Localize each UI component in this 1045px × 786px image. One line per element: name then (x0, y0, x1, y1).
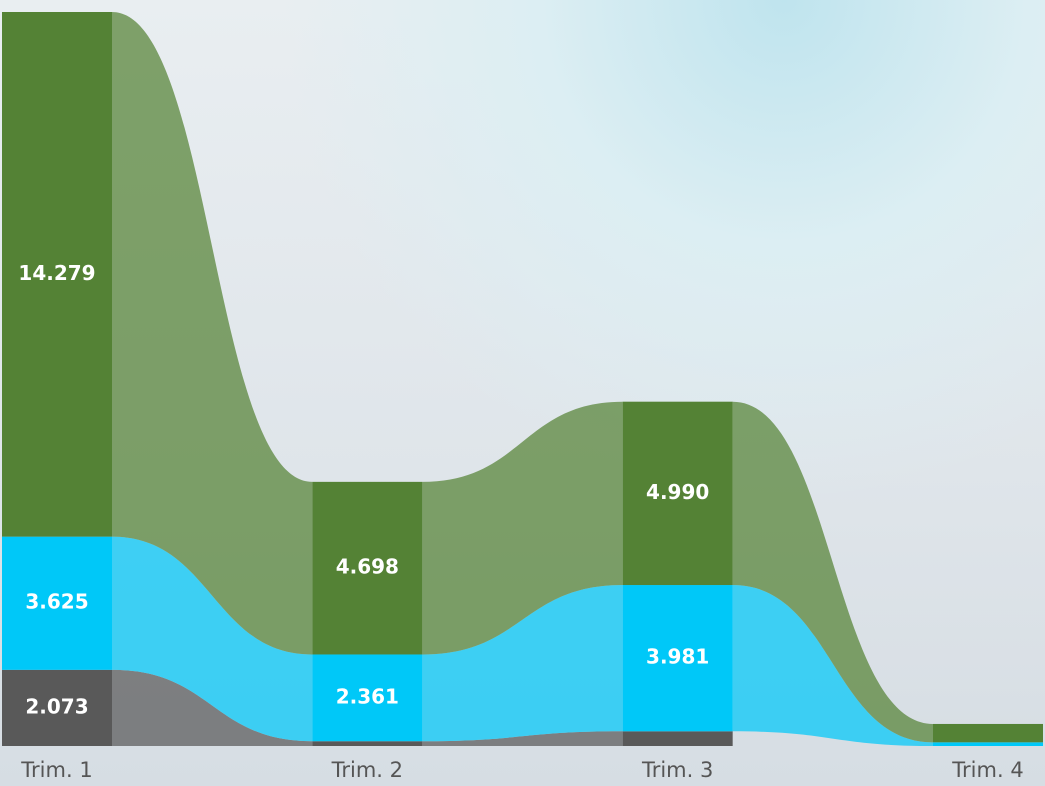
data-label: 3.981 (646, 645, 709, 669)
data-label: 4.990 (646, 480, 709, 504)
ribbon (422, 731, 623, 746)
bar-segment (312, 654, 423, 742)
bar-segment (312, 741, 423, 746)
bar-segment (2, 536, 112, 670)
bar-segment (2, 669, 112, 746)
bar-segment (933, 723, 1043, 743)
data-label: 4.698 (336, 555, 399, 579)
ribbon (112, 536, 313, 742)
ribbon (112, 669, 313, 746)
data-label: 3.625 (25, 590, 88, 614)
x-tick-label: Trim. 4 (951, 758, 1023, 782)
bar-segment (622, 585, 733, 732)
bar-segment (2, 12, 112, 537)
x-tick-label: Trim. 2 (331, 758, 403, 782)
bar-segment (622, 731, 733, 746)
data-label: 2.073 (25, 694, 88, 718)
bar-segment (312, 481, 423, 655)
data-label: 14.279 (18, 261, 95, 285)
ribbon (422, 401, 623, 655)
ribbon (732, 401, 933, 743)
x-tick-label: Trim. 1 (20, 758, 92, 782)
x-tick-label: Trim. 3 (641, 758, 713, 782)
bar-segment (933, 742, 1043, 746)
ribbon (112, 12, 313, 655)
ribbon (732, 585, 933, 746)
bar-segment (622, 401, 733, 586)
data-label: 2.361 (336, 684, 399, 708)
ribbon (422, 585, 623, 742)
